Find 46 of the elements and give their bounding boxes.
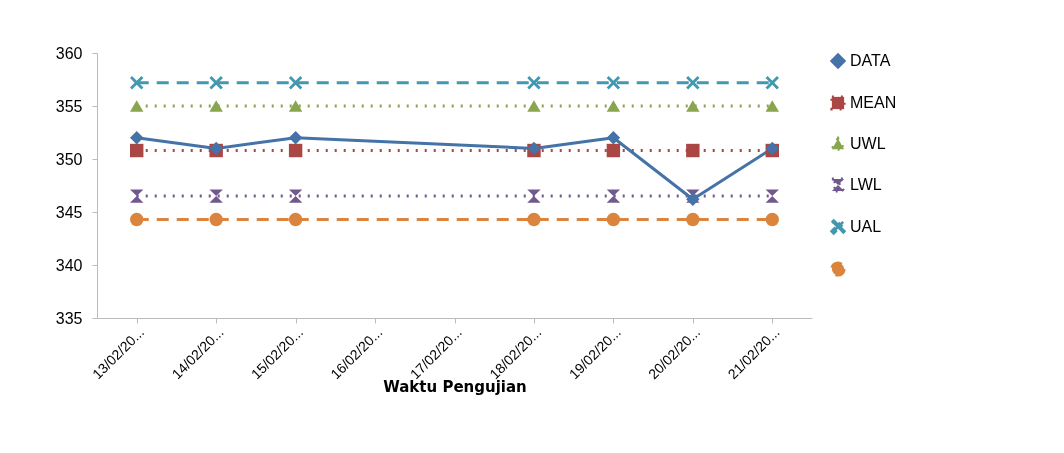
- point: [686, 75, 700, 90]
- point: [765, 189, 779, 203]
- point: [765, 100, 779, 112]
- point: [527, 212, 541, 227]
- point: [130, 131, 144, 145]
- point: [209, 189, 223, 203]
- y-tick-label: 355: [55, 97, 83, 115]
- y-tick-label: 360: [55, 44, 83, 62]
- legend-label: UWL: [850, 135, 886, 152]
- y-tick-label: 345: [55, 203, 83, 221]
- y-tick-label: 340: [55, 256, 83, 274]
- y-tick-label: 350: [55, 150, 83, 168]
- point: [527, 75, 541, 90]
- point: [527, 189, 541, 203]
- point: [765, 212, 779, 227]
- point: [288, 100, 303, 112]
- point: [288, 75, 303, 90]
- point: [606, 189, 621, 203]
- legend-label: DATA: [850, 52, 891, 69]
- legend-label: MEAN: [850, 94, 897, 111]
- point: [606, 100, 621, 112]
- point: [209, 100, 223, 112]
- y-tick-label: 335: [55, 309, 83, 327]
- point: [130, 212, 144, 227]
- point: [686, 100, 700, 112]
- point: [606, 212, 621, 227]
- point: [288, 189, 303, 203]
- point: [606, 75, 621, 90]
- legend-label: UAL: [850, 218, 882, 235]
- point: [209, 75, 223, 90]
- point: [130, 100, 144, 112]
- legend-label: LWL: [850, 176, 882, 193]
- point: [606, 143, 621, 158]
- point: [130, 189, 144, 203]
- point: [288, 143, 303, 158]
- x-axis-title: Waktu Pengujian: [383, 378, 527, 397]
- point: [527, 100, 541, 112]
- point: [288, 212, 303, 227]
- point: [765, 75, 779, 90]
- point: [209, 212, 223, 227]
- point: [686, 143, 700, 158]
- point: [130, 75, 144, 90]
- point: [130, 143, 144, 158]
- point: [686, 212, 700, 227]
- point: [606, 131, 621, 145]
- point: [288, 131, 303, 145]
